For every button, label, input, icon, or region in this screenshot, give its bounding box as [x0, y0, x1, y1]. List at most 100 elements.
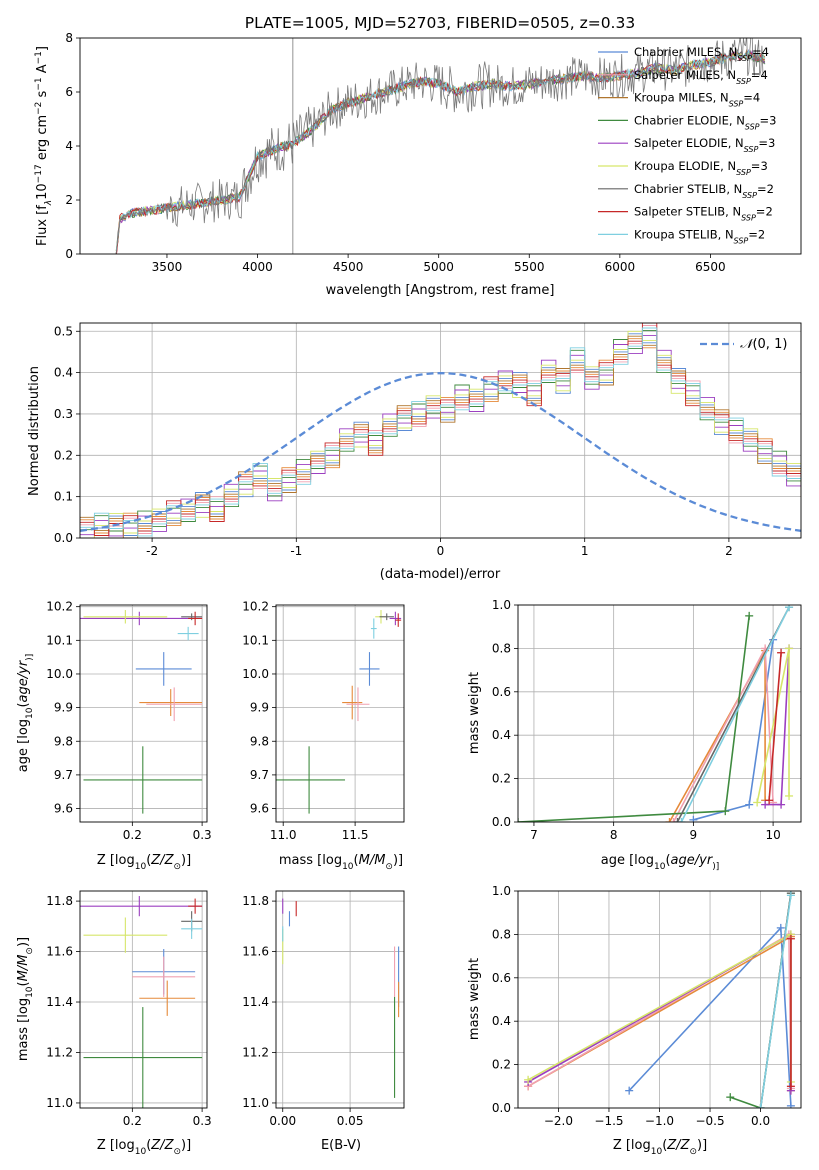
y-tick-label: 0.2 [492, 1058, 511, 1072]
chart-weight_vs_age: 7 8 9 10 0.0 0.2 0.4 0.6 0.8 1.0 [492, 598, 802, 842]
y-tick-label: 9.9 [54, 701, 73, 715]
legend-comma: , [729, 113, 736, 127]
label-part: age/yr [16, 659, 31, 702]
x-tick-label: 11.5 [342, 828, 369, 842]
y-tick-label: 10.0 [46, 667, 73, 681]
y-tick-label: 11.8 [242, 894, 269, 908]
legend-entry: Salpeter MILES, NSSP=4 [634, 68, 768, 86]
label-part: Z/Z [150, 853, 174, 868]
y-tick-label: 6 [65, 85, 73, 99]
label-part: M/M [16, 955, 31, 982]
y-tick-label: 9.8 [250, 734, 269, 748]
legend-eq: = [752, 45, 762, 59]
y-axis-label: Flux [fλ10−17 erg cm−2 s−1 A−1] [34, 46, 54, 246]
legend-entry: Kroupa MILES, NSSP=4 [634, 91, 760, 109]
legend-eq: = [751, 68, 761, 82]
legend-entry: 𝒩(0, 1) [740, 337, 787, 352]
x-tick-label: 0.05 [337, 1114, 364, 1128]
y-label-part: −1 [34, 51, 44, 64]
x-axis-label: mass [log10(M/M⊙)] [279, 853, 403, 872]
chart-weight_vs_Z: −2.0 −1.5 −1.0 −0.5 0.0 0.0 0.2 0.4 0.6 0.8 1.0 [492, 884, 802, 1128]
legend-comma: , [713, 91, 720, 105]
legend-nssp: 4 [762, 45, 769, 59]
label-part: )] [181, 1138, 191, 1153]
label-part: ( [354, 853, 359, 868]
legend-prefix: N [727, 68, 736, 82]
y-tick-label: 9.9 [250, 701, 269, 715]
x-axis-label: wavelength [Angstrom, rest frame] [326, 283, 555, 298]
x-tick-label: 7 [530, 828, 538, 842]
x-tick-label: 0.2 [123, 1114, 142, 1128]
legend-prefix: N [735, 136, 744, 150]
label-part: Z [log [613, 1138, 651, 1153]
y-tick-label: 0.3 [54, 407, 73, 421]
legend-comma: , [726, 182, 733, 196]
y-label-part: −1 [34, 77, 44, 90]
label-part: mass [log [16, 998, 31, 1061]
x-tick-label: 5500 [514, 260, 545, 274]
legend-prefix: N [720, 91, 729, 105]
y-tick-label: 0.4 [492, 1014, 511, 1028]
legend-nssp: 4 [760, 68, 767, 82]
y-label-part: λ [44, 200, 54, 206]
x-tick-label: 0.2 [123, 828, 142, 842]
y-label-part: −2 [34, 102, 44, 115]
y-label-part: −17 [34, 164, 44, 183]
observed-spectrum-line [115, 38, 765, 254]
x-tick-label: 6000 [605, 260, 636, 274]
y-tick-label: 11.0 [242, 1096, 269, 1110]
label-part: Z/Z [666, 1138, 690, 1153]
x-tick-label: 4500 [333, 260, 364, 274]
chart-title: PLATE=1005, MJD=52703, FIBERID=0505, z=0… [245, 14, 635, 32]
y-tick-label: 11.2 [46, 1045, 73, 1059]
x-tick-label: 0.3 [193, 828, 212, 842]
y-tick-label: 1.0 [492, 884, 511, 898]
label-part: age/yr [671, 853, 714, 868]
plot-area [80, 610, 203, 814]
y-axis-label: mass weight [467, 958, 482, 1040]
legend-sub: SSP [742, 190, 757, 199]
y-tick-label: 9.7 [250, 768, 269, 782]
label-part: mass [log [279, 853, 342, 868]
x-tick-label: 0 [437, 544, 445, 558]
y-label-part: ] [35, 46, 50, 51]
legend-sub: SSP [734, 236, 749, 245]
legend-prefix: N [729, 45, 738, 59]
label-part: 10 [342, 862, 354, 872]
y-tick-label: 11.0 [46, 1096, 73, 1110]
label-part: age [log [601, 853, 654, 868]
legend-eq: = [760, 113, 770, 127]
label-part: ( [665, 853, 670, 868]
y-tick-label: 0.6 [492, 971, 511, 985]
label-part: Z [log [97, 1138, 135, 1153]
legend-sub: SSP [736, 168, 751, 177]
y-label-part: 10 [35, 183, 50, 200]
y-tick-label: 0.4 [54, 366, 73, 380]
legend-nssp: 2 [765, 205, 772, 219]
legend-nssp: 3 [768, 136, 775, 150]
legend-sub: SSP [745, 122, 760, 131]
y-tick-label: 9.7 [54, 768, 73, 782]
y-axis-label: Normed distribution [27, 366, 42, 496]
y-tick-label: 0.0 [492, 815, 511, 829]
x-tick-label: −1.5 [594, 1114, 623, 1128]
x-axis-label: Z [log10(Z/Z⊙)] [97, 853, 191, 872]
x-tick-label: 4000 [242, 260, 273, 274]
y-tick-label: 11.8 [46, 894, 73, 908]
legend-sub: SSP [741, 213, 756, 222]
model-spectrum-line [116, 52, 765, 254]
y-tick-label: 0.4 [492, 728, 511, 742]
y-axis-label: age [log10(age/yr)] [16, 654, 35, 772]
legend-name: Chabrier STELIB [634, 182, 726, 196]
y-tick-label: 10.1 [46, 633, 73, 647]
legend-name: Kroupa MILES [634, 91, 713, 105]
label-part: 10 [651, 1147, 663, 1157]
legend-eq: = [757, 182, 767, 196]
histogram-step [80, 325, 801, 538]
y-axis-label: mass [log10(M/M⊙)] [16, 937, 35, 1061]
y-label-part: s [35, 90, 50, 101]
legend-prefix: N [732, 205, 741, 219]
x-tick-label: 3500 [152, 260, 183, 274]
histogram-step [80, 329, 801, 532]
label-part: )] [393, 853, 403, 868]
